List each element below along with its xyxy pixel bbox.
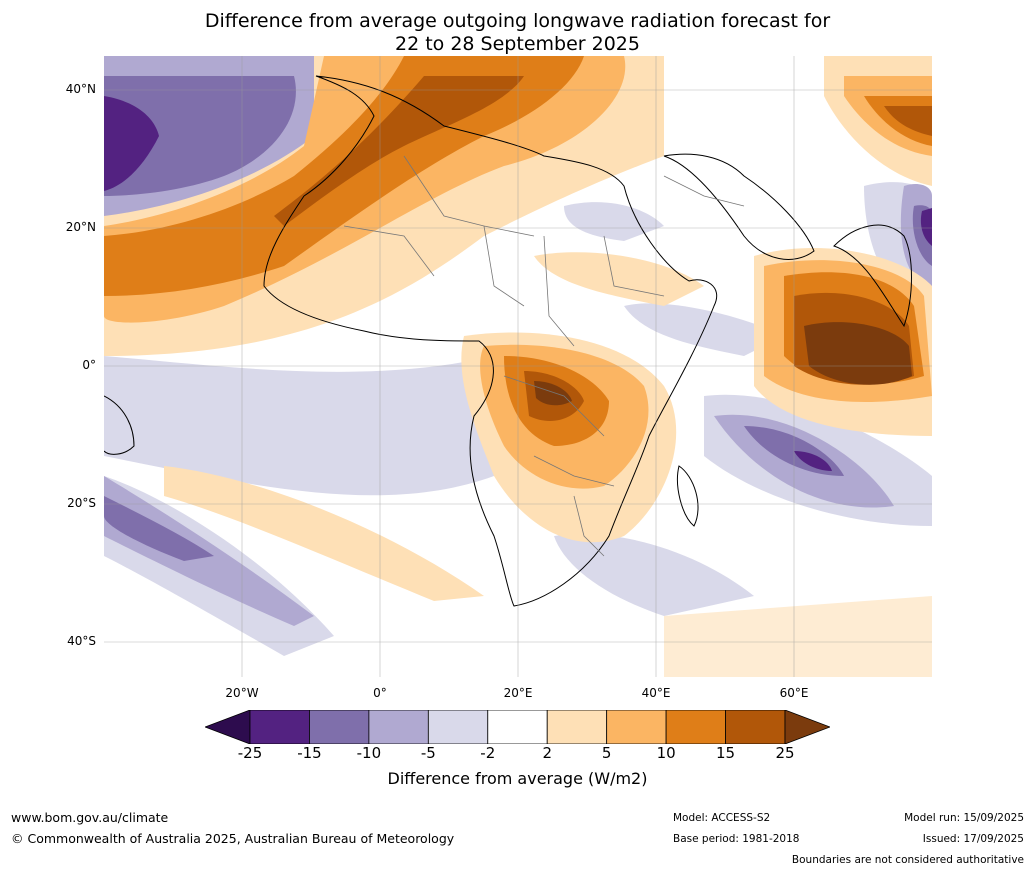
lon-label-40e: 40°E xyxy=(641,686,671,700)
colorbar-segment xyxy=(309,710,370,744)
title-line-2: 22 to 28 September 2025 xyxy=(395,33,640,55)
lon-label-60e: 60°E xyxy=(779,686,809,700)
colorbar-segment xyxy=(368,710,429,744)
colorbar-tick-label: 15 xyxy=(716,744,736,762)
colorbar-min-extend xyxy=(205,710,251,744)
lon-label-0: 0° xyxy=(373,686,387,700)
colorbar-tick-label: -10 xyxy=(356,744,382,762)
base-period-info: Base period: 1981-2018 xyxy=(673,833,800,845)
lat-label-0: 0° xyxy=(82,358,96,372)
lat-label-40n: 40°N xyxy=(65,82,96,96)
colorbar-segment xyxy=(725,710,786,744)
country-borders xyxy=(343,155,745,557)
colorbar-segment xyxy=(427,710,489,744)
lon-label-20w: 20°W xyxy=(225,686,259,700)
title-line-1: Difference from average outgoing longwav… xyxy=(204,10,831,32)
colorbar-tick-label: 5 xyxy=(601,744,612,762)
model-info: Model: ACCESS-S2 xyxy=(673,812,771,824)
lat-label-20n: 20°N xyxy=(65,220,96,234)
colorbar-segment xyxy=(546,710,608,744)
boundaries-disclaimer: Boundaries are not considered authoritat… xyxy=(791,854,1024,866)
colorbar-tick-label: -25 xyxy=(237,744,263,762)
colorbar-segment xyxy=(487,710,548,744)
olr-anomaly-map xyxy=(104,56,932,677)
colorbar-tick-label: -5 xyxy=(420,744,436,762)
colorbar xyxy=(205,710,830,744)
colorbar-segment xyxy=(249,710,310,744)
model-run-info: Model run: 15/09/2025 xyxy=(904,812,1024,824)
colorbar-tick-label: 10 xyxy=(656,744,676,762)
lat-label-40s: 40°S xyxy=(67,634,96,648)
colorbar-tick-label: 25 xyxy=(775,744,795,762)
positive-anomaly-fields xyxy=(104,56,932,677)
gridlines xyxy=(104,56,932,677)
colorbar-tick-label: -15 xyxy=(297,744,322,762)
colorbar-tick-label: -2 xyxy=(480,744,496,762)
map-title: Difference from average outgoing longwav… xyxy=(0,10,1035,56)
colorbar-segment xyxy=(606,710,667,744)
map-canvas xyxy=(104,56,932,677)
issued-info: Issued: 17/09/2025 xyxy=(922,833,1024,845)
colorbar-label: Difference from average (W/m2) xyxy=(387,769,648,788)
coastlines xyxy=(104,75,912,607)
colorbar-segment xyxy=(665,710,726,744)
colorbar-tick-label: 2 xyxy=(542,744,552,762)
lon-label-20e: 20°E xyxy=(503,686,533,700)
colorbar-max-extend xyxy=(784,710,830,744)
copyright-text: © Commonwealth of Australia 2025, Austra… xyxy=(11,831,455,846)
lat-label-20s: 20°S xyxy=(67,496,96,510)
website-link[interactable]: www.bom.gov.au/climate xyxy=(11,810,169,825)
